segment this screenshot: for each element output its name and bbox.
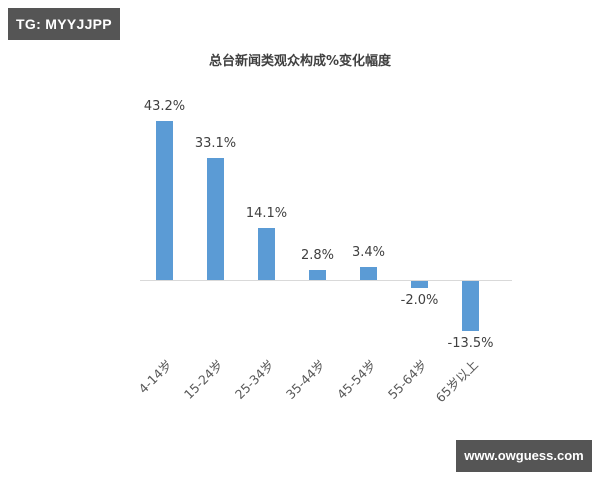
bar-value-label: 43.2% (143, 99, 186, 115)
watermark-badge-bottom-right: www.owguess.com (456, 440, 592, 472)
bar (309, 269, 326, 280)
bar (360, 267, 377, 280)
bar-value-label: -2.0% (400, 293, 439, 309)
bar (411, 281, 428, 289)
bar-value-label: 3.4% (351, 245, 386, 261)
zero-axis-line (140, 280, 512, 281)
bar (156, 121, 173, 280)
bar-value-label: 33.1% (194, 136, 237, 152)
bar-value-label: -13.5% (447, 335, 494, 351)
bar-value-label: 2.8% (300, 247, 335, 263)
chart-title: 总台新闻类观众构成%变化幅度 (208, 54, 392, 69)
bar (462, 281, 479, 331)
bar-value-label: 14.1% (245, 206, 288, 222)
watermark-badge-top-left: TG: MYYJJPP (8, 8, 120, 40)
bar (258, 228, 275, 280)
bar (207, 158, 224, 280)
